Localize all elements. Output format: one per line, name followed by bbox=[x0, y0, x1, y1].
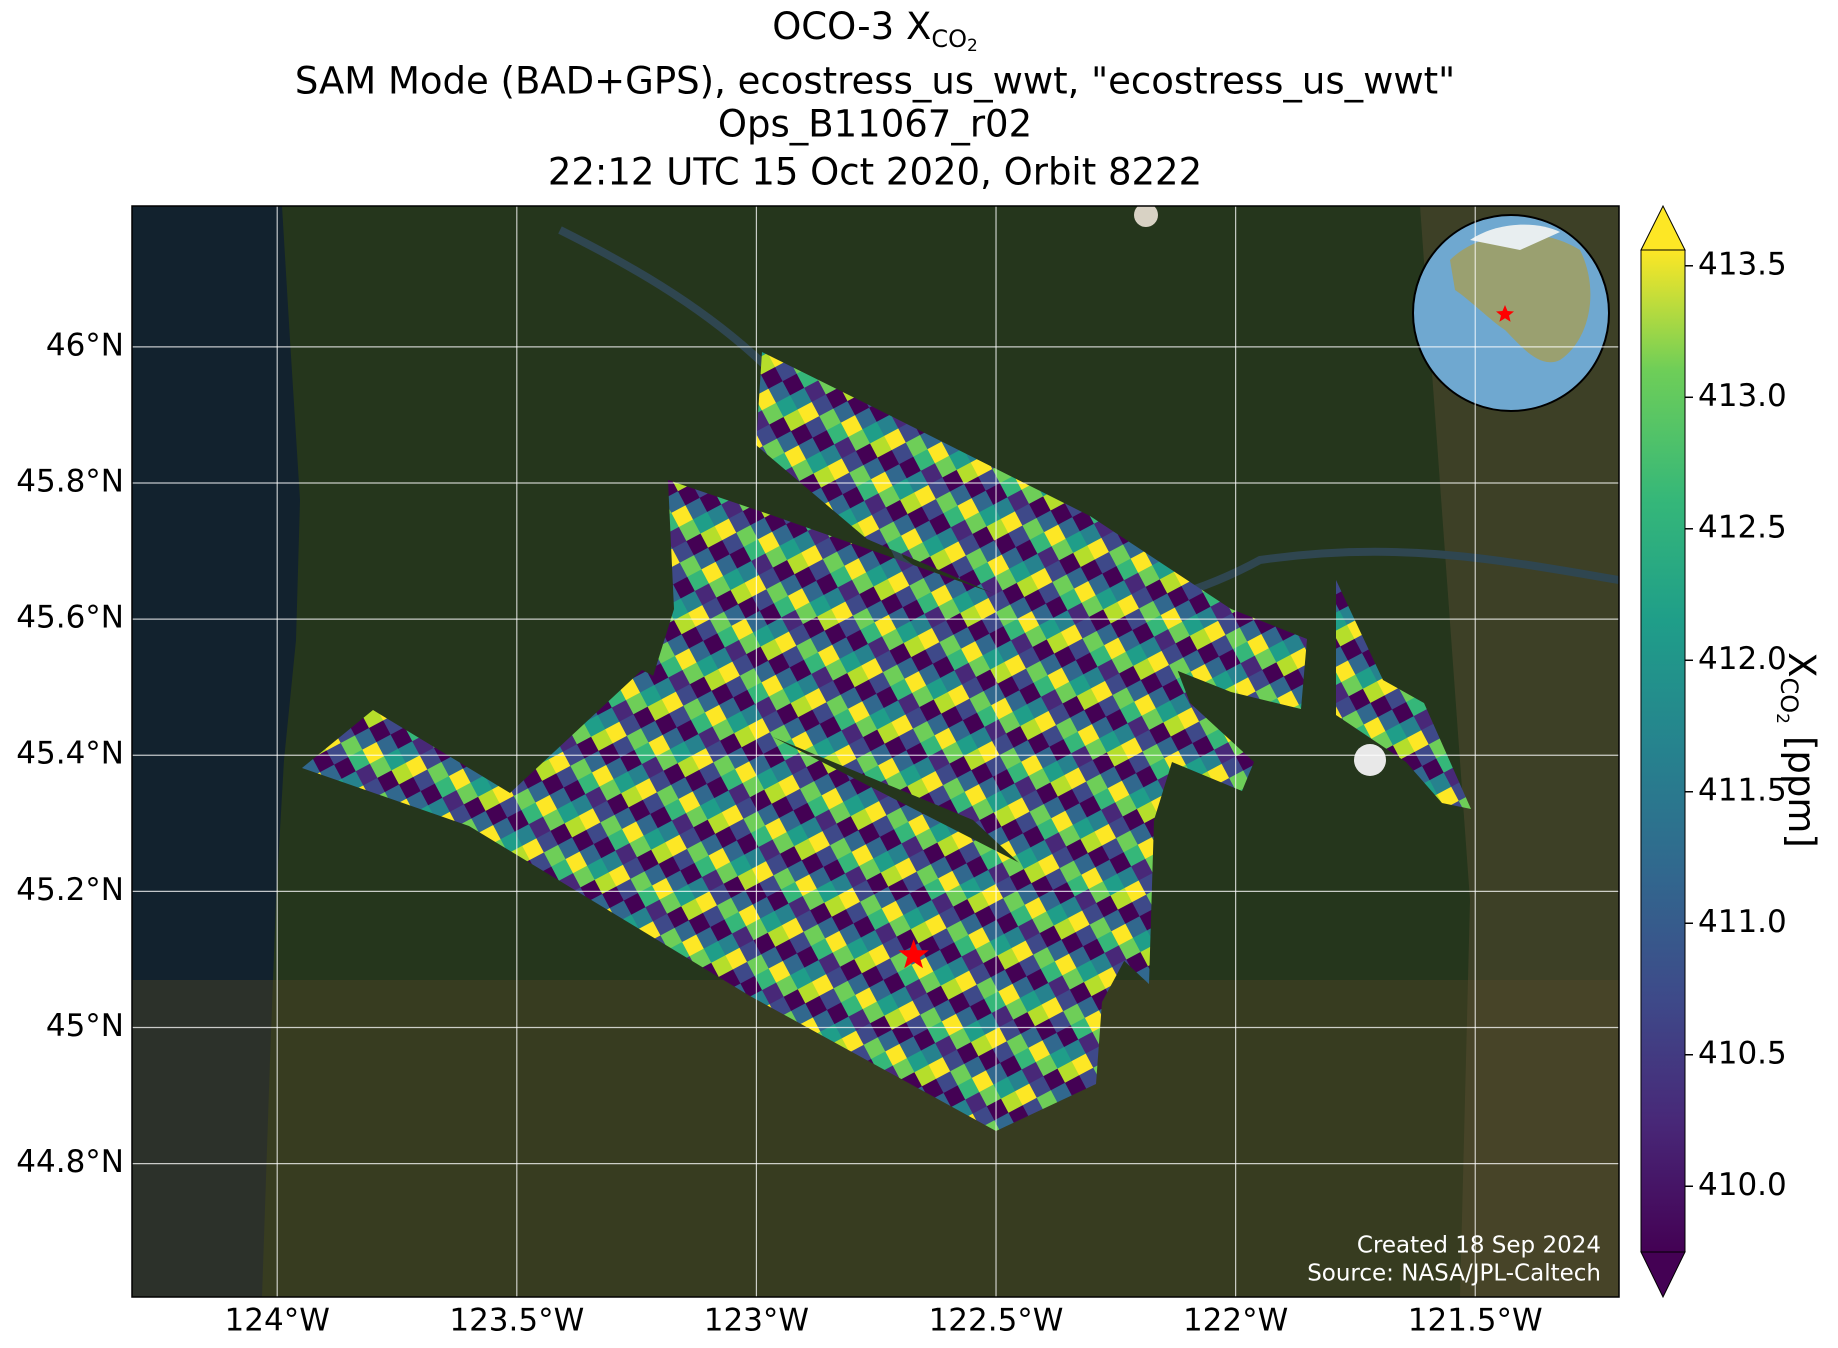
east-plains bbox=[1420, 206, 1619, 1297]
colorbar-tick-label: 413.5 bbox=[1698, 246, 1787, 282]
y-tick-label: 44.8°N bbox=[16, 1144, 124, 1180]
x-tick-label: 122.5°W bbox=[929, 1303, 1064, 1339]
colorbar-tick-label: 410.0 bbox=[1698, 1167, 1787, 1203]
x-tick-label: 122°W bbox=[1183, 1303, 1288, 1339]
colorbar-extend-max bbox=[1640, 204, 1686, 251]
map-frame bbox=[131, 205, 1620, 1298]
y-tick-label: 45.6°N bbox=[16, 600, 124, 636]
y-tick-label: 46°N bbox=[46, 327, 124, 363]
mountain bbox=[1354, 744, 1386, 776]
colorbar-tick-label: 412.0 bbox=[1698, 641, 1787, 677]
grid bbox=[132, 206, 1619, 1297]
colorbar-tick-label: 410.5 bbox=[1698, 1035, 1787, 1071]
swath bbox=[1336, 580, 1471, 809]
colorbar-label-text: X bbox=[1781, 652, 1824, 677]
colorbar-label-unit: [ppm] bbox=[1781, 736, 1824, 848]
colorbar-body bbox=[1641, 250, 1685, 1252]
y-tick-label: 45°N bbox=[46, 1008, 124, 1044]
subtitle: Ops_B11067_r02 bbox=[718, 103, 1032, 146]
globe-location bbox=[1496, 305, 1514, 322]
ice bbox=[1470, 224, 1560, 250]
ocean bbox=[132, 206, 300, 1297]
continent bbox=[1450, 233, 1591, 363]
colorbar-tick-label: 412.5 bbox=[1698, 509, 1787, 545]
subtitle: 22:12 UTC 15 Oct 2020, Orbit 8222 bbox=[548, 151, 1202, 194]
annotation: Created 18 Sep 2024 bbox=[1357, 1233, 1601, 1259]
basemap bbox=[132, 206, 1619, 1297]
colorbar-tick-label: 413.0 bbox=[1698, 378, 1787, 414]
colorbar-label-subscript: CO bbox=[1775, 677, 1803, 713]
valley bbox=[132, 980, 1619, 1297]
x-tick-label: 123°W bbox=[704, 1303, 809, 1339]
y-tick-label: 45.2°N bbox=[16, 872, 124, 908]
title-subscript: CO bbox=[931, 25, 967, 53]
annotation: Source: NASA/JPL-Caltech bbox=[1307, 1261, 1601, 1287]
colorbar-label-subsubscript: 2 bbox=[1772, 713, 1792, 724]
x-tick-label: 121.5°W bbox=[1408, 1303, 1543, 1339]
title-subsubscript: 2 bbox=[967, 36, 978, 56]
colorbar-extend-min bbox=[1640, 1251, 1686, 1299]
colorbar-frame bbox=[1640, 249, 1686, 1253]
target-marker bbox=[898, 939, 929, 969]
colorbar bbox=[1640, 204, 1686, 1299]
swaths bbox=[302, 352, 1471, 1131]
colorbar-tick-label: 411.0 bbox=[1698, 904, 1787, 940]
swath bbox=[650, 480, 1254, 984]
swath bbox=[756, 352, 1307, 709]
subtitle: SAM Mode (BAD+GPS), ecostress_us_wwt, "e… bbox=[295, 60, 1455, 103]
chart-title: OCO-3 XCO2 bbox=[772, 5, 978, 57]
swath bbox=[302, 670, 1143, 1131]
title-text: OCO-3 X bbox=[772, 5, 931, 48]
colorbar-label: XCO2 [ppm] bbox=[1772, 652, 1824, 848]
y-tick-label: 45.8°N bbox=[16, 464, 124, 500]
y-tick-label: 45.4°N bbox=[16, 736, 124, 772]
x-tick-label: 124°W bbox=[225, 1303, 330, 1339]
colorbar-tick-label: 411.5 bbox=[1698, 772, 1787, 808]
x-tick-label: 123.5°W bbox=[449, 1303, 584, 1339]
mountain bbox=[1134, 206, 1158, 227]
